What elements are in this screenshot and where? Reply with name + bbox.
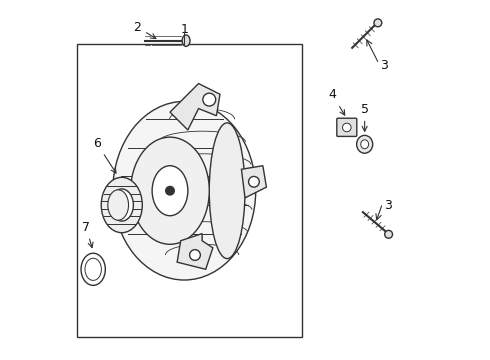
Ellipse shape (85, 258, 101, 280)
Ellipse shape (385, 230, 392, 238)
Text: 1: 1 (180, 23, 188, 36)
Text: 4: 4 (329, 89, 345, 115)
Ellipse shape (113, 102, 256, 280)
Circle shape (203, 93, 216, 106)
Ellipse shape (374, 19, 382, 27)
Ellipse shape (81, 253, 105, 285)
Text: 2: 2 (134, 21, 156, 39)
Circle shape (190, 249, 200, 260)
Ellipse shape (131, 137, 209, 244)
Text: 7: 7 (82, 221, 93, 248)
Ellipse shape (357, 135, 373, 153)
Polygon shape (242, 166, 267, 198)
Ellipse shape (110, 189, 133, 221)
Text: 3: 3 (380, 59, 388, 72)
Text: 3: 3 (384, 198, 392, 212)
Text: 6: 6 (93, 137, 116, 173)
Polygon shape (177, 234, 213, 269)
Text: 5: 5 (361, 103, 368, 131)
Ellipse shape (108, 190, 128, 220)
Circle shape (166, 186, 174, 195)
Circle shape (248, 176, 259, 187)
Circle shape (343, 123, 351, 132)
Ellipse shape (152, 166, 188, 216)
Ellipse shape (209, 123, 245, 258)
Bar (77, 44, 302, 337)
Ellipse shape (361, 140, 368, 149)
Polygon shape (170, 84, 220, 130)
FancyBboxPatch shape (337, 118, 357, 136)
Ellipse shape (182, 35, 190, 46)
Ellipse shape (101, 177, 142, 233)
